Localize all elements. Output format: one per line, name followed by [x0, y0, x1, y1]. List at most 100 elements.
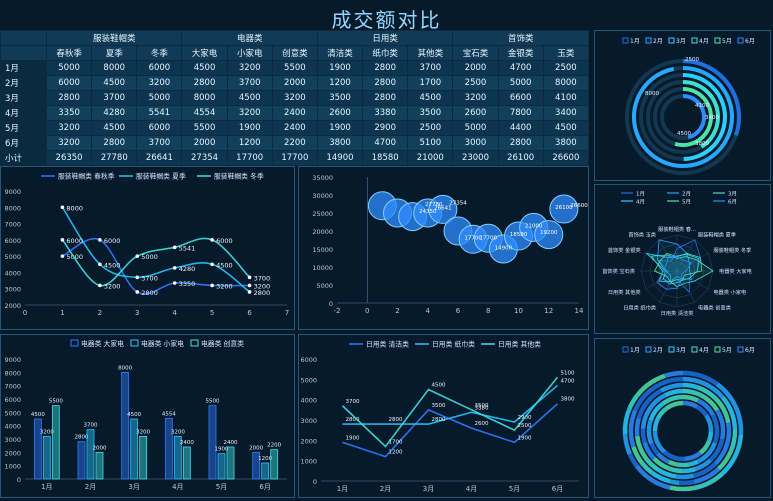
ring-label: 8000	[645, 91, 659, 97]
bar	[182, 446, 191, 480]
bar	[164, 417, 173, 480]
data-point	[135, 254, 140, 258]
table-cell: 3800	[316, 135, 364, 151]
table-cell: 4500	[542, 120, 590, 136]
data-point	[60, 238, 65, 242]
table-column-header: 小家电	[226, 45, 273, 61]
legend-label: 2月	[653, 38, 663, 45]
series-line	[61, 206, 251, 293]
x-tick-label: 4月	[466, 485, 477, 493]
legend-label: 2月	[653, 347, 663, 354]
bar	[208, 405, 217, 480]
daily-line-panel: 0 1000 2000 3000 4000 5000 6000 1月 2月 3月 4月 5月 6月 日用类…	[298, 334, 589, 498]
donut-segment	[642, 441, 656, 461]
data-label: 8000	[66, 204, 83, 212]
donut-segment	[728, 428, 738, 453]
radar-axis-label: 首饰类 玉类	[628, 231, 656, 239]
legend-label: 1月	[636, 191, 645, 198]
table-cell: 5100	[407, 135, 454, 151]
donut-segment	[662, 450, 685, 462]
bar-label: 3200	[171, 429, 185, 435]
bar-label: 2000	[93, 445, 107, 451]
bar-label: 3200	[40, 429, 54, 435]
table-cell: 1900	[226, 120, 273, 136]
x-tick-label: 4月	[172, 483, 183, 491]
data-label: 6000	[216, 237, 233, 245]
bar	[173, 435, 182, 480]
data-label: 1200	[389, 450, 403, 456]
y-tick-label: 5000	[316, 282, 333, 290]
donut-segment	[720, 395, 738, 429]
bar-label: 4554	[162, 411, 176, 417]
table-column-header: 纸巾类	[362, 45, 409, 61]
table-row: 1月 5000 8000 6000 4500 3200 5500 1900 2800 3700 20…	[0, 60, 590, 76]
y-tick-label: 1000	[300, 458, 317, 466]
y-tick-label: 4000	[4, 423, 21, 431]
table-cell: 2800	[91, 135, 138, 151]
y-tick-label: 8000	[4, 204, 21, 212]
donut-segment	[715, 382, 744, 436]
legend-label: 4月	[636, 199, 645, 206]
table-cell: 5500	[271, 60, 318, 76]
table-cell: 26641	[136, 150, 183, 166]
y-tick-label: 35000	[312, 174, 333, 182]
bar	[42, 435, 51, 480]
y-tick-label: 30000	[312, 192, 333, 200]
radar-series	[656, 255, 693, 290]
table-cell: 4280	[91, 105, 138, 121]
donut-segment	[710, 413, 720, 444]
bubble	[428, 194, 458, 224]
y-tick-label: 4000	[300, 397, 317, 405]
donut-segment	[682, 370, 719, 387]
table-row: 4月 3350 4280 5541 4554 3200 2400 2600 3380 3500 26…	[0, 105, 590, 121]
data-point	[210, 238, 214, 242]
legend-label: 1月	[630, 347, 640, 354]
y-tick-label: 2000	[4, 449, 21, 457]
legend-label: 6月	[745, 347, 755, 354]
data-point	[135, 290, 140, 294]
donut-segment	[649, 442, 660, 456]
table-row-label: 小计	[0, 150, 47, 166]
table-cell: 18580	[362, 150, 409, 166]
table-cell: 26100	[497, 150, 544, 166]
table-corner	[0, 30, 47, 46]
y-tick-label: 2000	[300, 437, 317, 445]
bar-label: 1200	[258, 456, 272, 462]
table-cell: 8000	[91, 60, 138, 76]
radar-axis-label: 服装鞋帽类 冬季	[713, 246, 751, 254]
donut-segment	[633, 376, 684, 412]
ring-label: 4100	[695, 103, 709, 109]
table-cell: 23000	[452, 150, 499, 166]
bar	[95, 451, 104, 480]
x-tick-label: 4	[426, 307, 431, 315]
data-point	[60, 254, 65, 258]
ring-arc	[682, 80, 720, 149]
bar-label: 3200	[136, 429, 150, 435]
table-cell: 3200	[45, 135, 93, 151]
table-row: 小计 26350 27780 26641 27354 17700 17700 14900 185…	[0, 150, 590, 166]
table-cell: 2800	[362, 60, 409, 76]
y-tick-label: 6000	[4, 396, 21, 404]
table-cell: 5000	[497, 75, 544, 91]
legend-label: 电器类 小家电	[141, 339, 184, 348]
bar	[217, 453, 226, 480]
radar-axis	[645, 270, 678, 290]
data-label: 2800	[254, 289, 271, 297]
x-tick-label: 5	[210, 309, 214, 317]
legend-label: 电器类 大家电	[81, 339, 124, 348]
legend-swatch	[737, 346, 744, 353]
table-row: 5月 3200 4500 6000 5500 1900 2400 1900 2900 2500 50…	[0, 120, 590, 136]
data-label: 5100	[561, 370, 575, 376]
bar	[86, 429, 95, 480]
x-tick-label: 2月	[380, 485, 391, 493]
legend-label: 5月	[682, 199, 691, 206]
bar-label: 1900	[215, 447, 229, 453]
data-label: 3700	[254, 274, 271, 282]
radar-axis-label: 电器类 大家电	[719, 267, 752, 275]
y-tick-label: 3000	[300, 417, 317, 425]
bar	[130, 418, 139, 480]
donut-segment	[696, 398, 716, 417]
data-point	[247, 283, 252, 288]
x-tick-label: 6	[456, 307, 461, 315]
